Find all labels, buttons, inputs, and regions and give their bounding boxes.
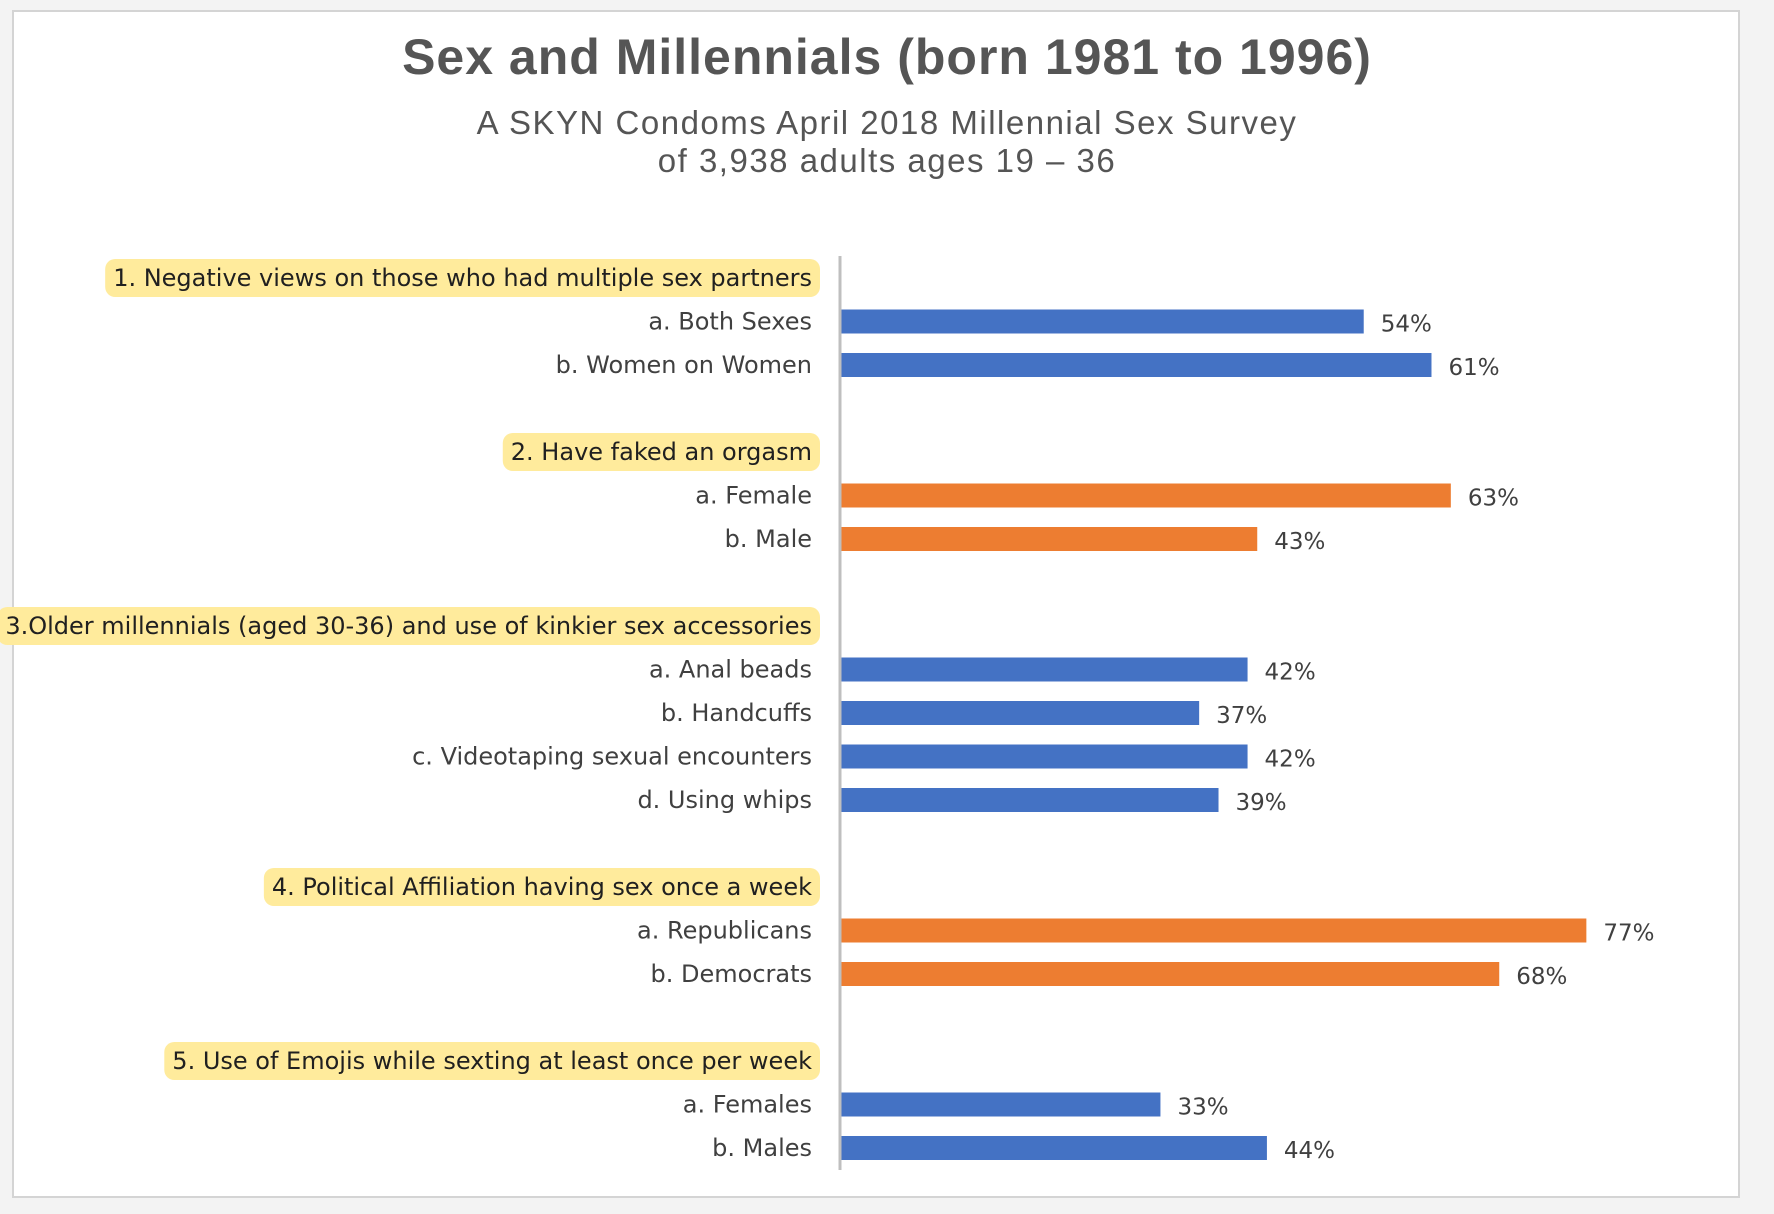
group-label-highlight xyxy=(164,1042,820,1080)
chart-title: Sex and Millennials (born 1981 to 1996) xyxy=(402,29,1372,85)
chart-subtitle-line-2: of 3,938 adults ages 19 – 36 xyxy=(657,142,1117,179)
category-label: c. Videotaping sexual encounters xyxy=(412,743,812,771)
category-label: a. Female xyxy=(695,482,812,510)
data-label: 54% xyxy=(1381,312,1432,338)
group-label-highlight xyxy=(263,868,820,906)
data-label: 39% xyxy=(1236,790,1287,816)
group-label: 3.Older millennials (aged 30-36) and use… xyxy=(5,612,812,640)
data-label: 44% xyxy=(1284,1138,1335,1164)
category-label: a. Females xyxy=(683,1091,812,1119)
category-label: b. Males xyxy=(712,1134,812,1162)
chart-frame xyxy=(12,10,1740,1198)
data-label: 42% xyxy=(1265,660,1316,686)
category-label: b. Democrats xyxy=(651,960,812,988)
data-label: 43% xyxy=(1274,529,1325,555)
bar xyxy=(841,1092,1161,1117)
bar xyxy=(841,1136,1267,1160)
bar xyxy=(841,527,1258,551)
group-label: 5. Use of Emojis while sexting at least … xyxy=(172,1047,812,1075)
data-label: 42% xyxy=(1265,747,1316,773)
bar xyxy=(841,744,1248,769)
bar xyxy=(841,962,1500,986)
chart-subtitle-line-1: A SKYN Condoms April 2018 Millennial Sex… xyxy=(476,104,1298,141)
bar xyxy=(841,788,1219,812)
bar xyxy=(841,483,1451,508)
category-label: a. Anal beads xyxy=(649,656,812,684)
group-label: 4. Political Affiliation having sex once… xyxy=(272,873,812,901)
category-label: d. Using whips xyxy=(637,786,812,814)
group-label: 2. Have faked an orgasm xyxy=(511,438,812,466)
category-label: a. Republicans xyxy=(637,917,812,945)
group-label-highlight xyxy=(105,259,820,297)
category-label: b. Male xyxy=(725,525,812,553)
data-label: 63% xyxy=(1468,486,1519,512)
group-label-highlight xyxy=(502,433,820,471)
data-label: 77% xyxy=(1603,921,1654,947)
bar xyxy=(841,309,1364,334)
data-label: 37% xyxy=(1216,703,1267,729)
category-label: b. Handcuffs xyxy=(661,699,812,727)
bar xyxy=(841,701,1200,725)
bar xyxy=(841,353,1432,377)
group-label-highlight xyxy=(0,607,820,645)
data-label: 61% xyxy=(1448,355,1499,381)
group-label: 1. Negative views on those who had multi… xyxy=(113,264,812,292)
bar xyxy=(841,918,1587,943)
category-label: a. Both Sexes xyxy=(648,308,812,336)
data-label: 33% xyxy=(1177,1095,1228,1121)
category-label: b. Women on Women xyxy=(556,351,812,379)
data-label: 68% xyxy=(1516,964,1567,990)
bar xyxy=(841,657,1248,682)
